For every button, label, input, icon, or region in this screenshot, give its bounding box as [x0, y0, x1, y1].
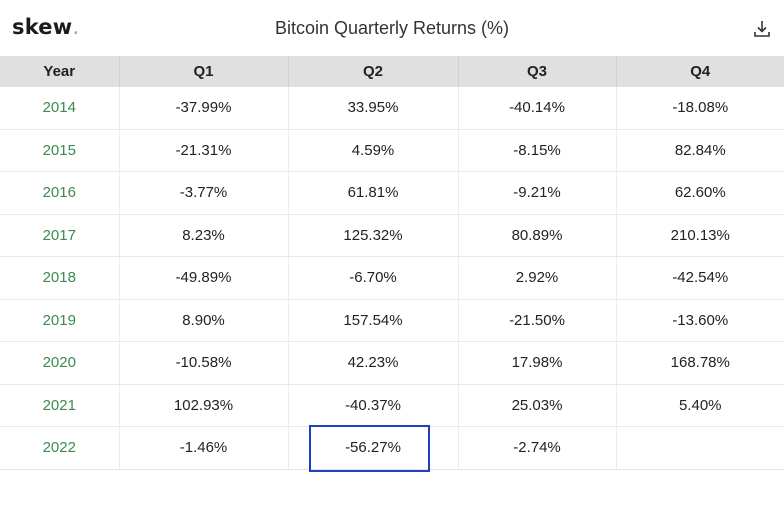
return-cell-q4: [615, 426, 784, 470]
column-header-q3[interactable]: Q3: [457, 56, 616, 87]
table-row: 2016 -3.77% 61.81% -9.21% 62.60%: [0, 171, 784, 215]
return-cell-q3: 17.98%: [457, 341, 616, 385]
return-cell-q1: -21.31%: [118, 129, 288, 172]
return-cell-q2: -40.37%: [287, 384, 458, 427]
column-header-year[interactable]: Year: [0, 56, 119, 87]
column-header-q4[interactable]: Q4: [615, 56, 784, 87]
return-cell-q2: -6.70%: [287, 256, 458, 300]
chart-header: skew. Bitcoin Quarterly Returns (%): [0, 0, 784, 56]
table-row: 2019 8.90% 157.54% -21.50% -13.60%: [0, 299, 784, 342]
download-icon-graphic: [754, 21, 770, 37]
return-cell-q1: -3.77%: [118, 171, 288, 215]
return-cell-q2: 125.32%: [287, 214, 458, 257]
year-cell: 2022: [0, 426, 119, 470]
return-cell-q4: -13.60%: [615, 299, 784, 342]
return-cell-q3: 2.92%: [457, 256, 616, 300]
table-body: 2014 -37.99% 33.95% -40.14% -18.08% 2015 -21.3…: [0, 87, 784, 470]
return-cell-q3: -40.14%: [457, 87, 616, 130]
year-cell: 2017: [0, 214, 119, 257]
return-cell-q4: 82.84%: [615, 129, 784, 172]
return-cell-q2: 4.59%: [287, 129, 458, 172]
return-cell-q1: -1.46%: [118, 426, 288, 470]
return-cell-q1: 102.93%: [118, 384, 288, 427]
return-cell-q1: 8.90%: [118, 299, 288, 342]
table-row: 2018 -49.89% -6.70% 2.92% -42.54%: [0, 256, 784, 300]
year-cell: 2020: [0, 341, 119, 385]
returns-table: Year Q1 Q2 Q3 Q4 2014 -37.99% 33.95% -40.14…: [0, 56, 784, 470]
return-cell-q4: -42.54%: [615, 256, 784, 300]
return-cell-q3: -8.15%: [457, 129, 616, 172]
return-cell-q3: -21.50%: [457, 299, 616, 342]
return-cell-q2: 157.54%: [287, 299, 458, 342]
year-cell: 2019: [0, 299, 119, 342]
year-cell: 2018: [0, 256, 119, 300]
return-cell-q2: 61.81%: [287, 171, 458, 215]
return-cell-q2: 33.95%: [287, 87, 458, 130]
return-cell-q1: -37.99%: [118, 87, 288, 130]
table-row: 2017 8.23% 125.32% 80.89% 210.13%: [0, 214, 784, 257]
year-cell: 2015: [0, 129, 119, 172]
return-cell-q4: 210.13%: [615, 214, 784, 257]
return-cell-q3: -2.74%: [457, 426, 616, 470]
table-row: 2020 -10.58% 42.23% 17.98% 168.78%: [0, 341, 784, 385]
column-header-q2[interactable]: Q2: [287, 56, 458, 87]
table-row: 2021 102.93% -40.37% 25.03% 5.40%: [0, 384, 784, 427]
return-cell-q3: 80.89%: [457, 214, 616, 257]
return-cell-q4: 5.40%: [615, 384, 784, 427]
year-cell: 2016: [0, 171, 119, 215]
year-cell: 2021: [0, 384, 119, 427]
header-row: Year Q1 Q2 Q3 Q4: [0, 56, 784, 87]
download-icon[interactable]: [751, 18, 773, 40]
table-row: 2014 -37.99% 33.95% -40.14% -18.08%: [0, 87, 784, 130]
skew-logo: skew.: [12, 15, 79, 39]
return-cell-q1: -49.89%: [118, 256, 288, 300]
return-cell-q4: -18.08%: [615, 87, 784, 130]
logo-dot: .: [72, 15, 80, 39]
return-cell-q4: 168.78%: [615, 341, 784, 385]
column-header-q1[interactable]: Q1: [118, 56, 288, 87]
highlight-box: [309, 425, 430, 472]
logo-text: skew: [12, 15, 73, 39]
year-cell: 2014: [0, 87, 119, 130]
return-cell-q1: 8.23%: [118, 214, 288, 257]
return-cell-q1: -10.58%: [118, 341, 288, 385]
return-cell-q3: -9.21%: [457, 171, 616, 215]
table-row: 2015 -21.31% 4.59% -8.15% 82.84%: [0, 129, 784, 172]
return-cell-q3: 25.03%: [457, 384, 616, 427]
return-cell-q4: 62.60%: [615, 171, 784, 215]
return-cell-q2: 42.23%: [287, 341, 458, 385]
chart-title: Bitcoin Quarterly Returns (%): [274, 18, 510, 38]
